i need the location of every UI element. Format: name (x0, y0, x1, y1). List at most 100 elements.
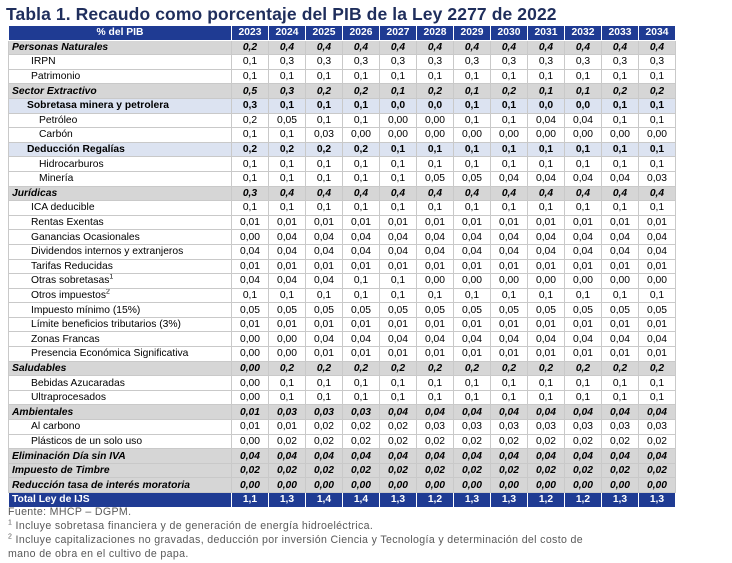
value-cell: 0,00 (527, 127, 565, 143)
value-cell: 0,04 (564, 331, 602, 348)
value-cell: 1,4 (305, 492, 343, 508)
value-cell: 0,1 (490, 375, 528, 391)
value-cell: 0,1 (453, 375, 491, 391)
value-cell: 0,01 (416, 316, 454, 333)
row-label-text: ICA deducible (31, 202, 95, 214)
section-row: Eliminación Día sin IVA 0,04 0,04 0,04 0,04 0… (8, 448, 676, 464)
row-label: Minería (8, 170, 232, 187)
value-cell: 0,1 (601, 141, 639, 158)
row-label-text: Tarifas Reducidas (31, 260, 113, 272)
value-cell: 0,1 (342, 170, 380, 187)
value-cell: 0,00 (379, 112, 417, 129)
value-cell: 0,04 (305, 243, 343, 260)
value-cell: 0,1 (638, 200, 676, 216)
header-year: 2023 (231, 25, 269, 41)
value-cell: 0,1 (490, 200, 528, 216)
value-cell: 0,04 (379, 331, 417, 348)
value-cell: 0,00 (638, 273, 676, 289)
table-row: Presencia Económica Significativa 0,00 0,0… (8, 346, 676, 362)
value-cell: 0,04 (490, 331, 528, 348)
table-row: Otros impuestos2 0,1 0,1 0,1 0,1 0,1 0,1 0,1 0,1… (8, 287, 676, 304)
value-cell: 0,00 (231, 360, 269, 377)
row-label-text: Otros impuestos (31, 289, 106, 301)
value-cell: 0,1 (638, 375, 676, 391)
value-cell: 0,2 (268, 360, 306, 377)
value-cell: 0,01 (453, 258, 491, 275)
row-label: Sobretasa minera y petrolera (8, 97, 232, 114)
value-cell: 0,04 (527, 229, 565, 245)
row-label-text: Otras sobretasas (31, 275, 110, 287)
section-row: Sector Extractivo 0,5 0,3 0,2 0,2 0,1 0,2 0,1 0,… (8, 83, 676, 99)
value-cell: 0,05 (564, 302, 602, 318)
row-label: Patrimonio (8, 68, 232, 85)
row-label: Saludables (8, 360, 232, 377)
value-cell: 1,3 (453, 492, 491, 508)
value-cell: 0,03 (490, 419, 528, 435)
table-row: Ultraprocesados 0,00 0,1 0,1 0,1 0,1 0,1 0,1 0,1… (8, 389, 676, 406)
value-cell: 0,1 (490, 97, 528, 114)
header-year: 2029 (453, 25, 491, 41)
value-cell: 0,04 (268, 273, 306, 289)
value-cell: 0,01 (638, 316, 676, 333)
value-cell: 0,00 (379, 127, 417, 143)
value-cell: 0,1 (379, 170, 417, 187)
value-cell: 0,4 (601, 39, 639, 56)
value-cell: 0,04 (564, 448, 602, 464)
value-cell: 0,05 (453, 170, 491, 187)
value-cell: 0,04 (379, 229, 417, 245)
table-row: Hidrocarburos 0,1 0,1 0,1 0,1 0,1 0,1 0,1 0,1 0,1… (8, 156, 676, 172)
value-cell: 0,1 (490, 156, 528, 172)
table-row: Al carbono 0,01 0,01 0,02 0,02 0,02 0,03 0,03 0,… (8, 419, 676, 435)
value-cell: 0,1 (527, 83, 565, 99)
row-label-text: Hidrocarburos (39, 158, 104, 170)
value-cell: 0,2 (638, 83, 676, 99)
value-cell: 0,1 (638, 141, 676, 158)
value-cell: 0,2 (453, 360, 491, 377)
row-label-text: Patrimonio (31, 71, 81, 83)
value-cell: 0,01 (305, 214, 343, 231)
footnote-2-mark: 2 (8, 533, 13, 541)
value-cell: 0,00 (638, 477, 676, 493)
row-label-text: Dividendos internos y extranjeros (31, 246, 184, 258)
value-cell: 0,1 (453, 389, 491, 406)
value-cell: 0,4 (342, 39, 380, 56)
value-cell: 0,1 (342, 273, 380, 289)
value-cell: 0,1 (305, 156, 343, 172)
value-cell: 0,0 (379, 97, 417, 114)
value-cell: 0,01 (305, 258, 343, 275)
value-cell: 0,1 (342, 200, 380, 216)
value-cell: 0,04 (379, 404, 417, 421)
value-cell: 0,3 (231, 185, 269, 202)
value-cell: 0,2 (601, 360, 639, 377)
value-cell: 0,05 (638, 302, 676, 318)
value-cell: 0,4 (453, 39, 491, 56)
value-cell: 0,1 (305, 68, 343, 85)
section-row: Ambientales 0,01 0,03 0,03 0,03 0,04 0,04 0,04 0… (8, 404, 676, 421)
header-year: 2025 (305, 25, 343, 41)
row-label: ICA deducible (8, 200, 232, 216)
value-cell: 0,01 (638, 214, 676, 231)
value-cell: 0,1 (268, 97, 306, 114)
row-label: IRPN (8, 54, 232, 70)
value-cell: 0,01 (601, 346, 639, 362)
value-cell: 0,02 (601, 462, 639, 479)
value-cell: 0,04 (564, 229, 602, 245)
value-cell: 0,02 (342, 419, 380, 435)
value-cell: 0,1 (564, 287, 602, 304)
value-cell: 0,2 (342, 141, 380, 158)
value-cell: 0,2 (490, 83, 528, 99)
value-cell: 0,1 (490, 287, 528, 304)
value-cell: 0,2 (268, 141, 306, 158)
value-cell: 0,3 (305, 54, 343, 70)
value-cell: 0,00 (564, 273, 602, 289)
table-row: Bebidas Azucaradas 0,00 0,1 0,1 0,1 0,1 0,1 0,1… (8, 375, 676, 391)
value-cell: 0,01 (268, 214, 306, 231)
value-cell: 0,03 (601, 419, 639, 435)
value-cell: 0,1 (490, 68, 528, 85)
row-label-text: Reducción tasa de interés moratoria (12, 479, 190, 491)
value-cell: 0,1 (564, 375, 602, 391)
value-cell: 0,1 (638, 389, 676, 406)
value-cell: 0,00 (416, 127, 454, 143)
value-cell: 0,01 (527, 258, 565, 275)
value-cell: 0,1 (342, 389, 380, 406)
